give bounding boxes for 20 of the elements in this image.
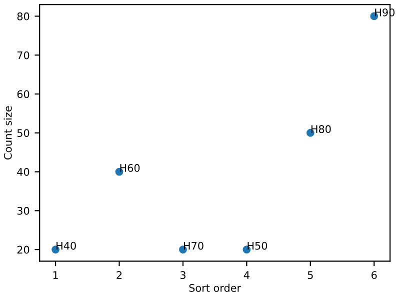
y-axis-title: Count size	[4, 106, 12, 160]
y-tick-label: 20	[17, 246, 30, 254]
annotation: H70	[184, 242, 204, 250]
y-tick-label: 40	[17, 168, 30, 176]
x-tick-label: 3	[180, 271, 186, 280]
y-tick-label: 70	[17, 51, 30, 60]
x-tick-label: 1	[53, 271, 58, 279]
y-tick-label: 60	[17, 90, 30, 98]
y-tick-label: 80	[17, 12, 30, 20]
x-tick-label: 4	[244, 271, 250, 279]
y-tick-label: 50	[17, 129, 30, 137]
x-axis-title: Sort order	[189, 284, 242, 292]
x-tick-label: 2	[116, 271, 122, 279]
annotation: H40	[56, 242, 76, 250]
annotation: H60	[120, 164, 140, 172]
x-tick-label: 5	[308, 271, 313, 280]
annotation: H80	[311, 125, 331, 134]
x-tick-label: 6	[372, 271, 377, 280]
y-tick-label: 30	[17, 206, 30, 215]
annotation: H50	[248, 242, 268, 250]
